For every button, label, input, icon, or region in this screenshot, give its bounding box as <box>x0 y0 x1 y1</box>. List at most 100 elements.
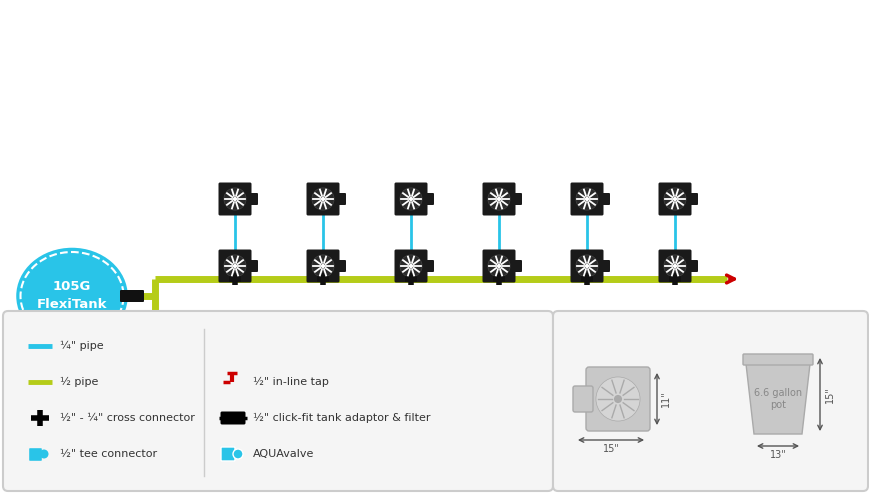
FancyBboxPatch shape <box>248 260 258 272</box>
Circle shape <box>488 188 509 210</box>
Circle shape <box>233 264 237 268</box>
FancyBboxPatch shape <box>423 340 434 352</box>
Circle shape <box>233 410 237 414</box>
FancyBboxPatch shape <box>335 406 346 418</box>
FancyBboxPatch shape <box>220 412 245 424</box>
Circle shape <box>663 255 686 277</box>
FancyBboxPatch shape <box>218 249 251 283</box>
Text: AQUAvalve: AQUAvalve <box>253 449 314 459</box>
FancyBboxPatch shape <box>482 182 515 215</box>
FancyBboxPatch shape <box>306 396 339 428</box>
Text: 105G
FlexiTank: 105G FlexiTank <box>36 281 107 312</box>
FancyBboxPatch shape <box>512 193 521 205</box>
FancyBboxPatch shape <box>306 329 339 363</box>
Circle shape <box>223 401 246 423</box>
Circle shape <box>408 197 413 201</box>
FancyBboxPatch shape <box>423 193 434 205</box>
Circle shape <box>233 197 237 201</box>
FancyBboxPatch shape <box>394 249 427 283</box>
Circle shape <box>672 197 676 201</box>
Circle shape <box>39 450 49 458</box>
Circle shape <box>575 188 597 210</box>
FancyBboxPatch shape <box>335 340 346 352</box>
Circle shape <box>496 197 501 201</box>
Text: ½" - ¼" cross connector: ½" - ¼" cross connector <box>60 413 195 423</box>
Circle shape <box>223 335 246 357</box>
FancyBboxPatch shape <box>482 396 515 428</box>
FancyBboxPatch shape <box>600 406 609 418</box>
FancyBboxPatch shape <box>570 249 603 283</box>
Circle shape <box>672 264 676 268</box>
Circle shape <box>408 344 413 348</box>
FancyBboxPatch shape <box>553 311 867 491</box>
FancyBboxPatch shape <box>306 182 339 215</box>
Circle shape <box>488 335 509 357</box>
Circle shape <box>223 255 246 277</box>
FancyBboxPatch shape <box>512 406 521 418</box>
Text: 13": 13" <box>769 450 786 460</box>
FancyBboxPatch shape <box>3 311 553 491</box>
Circle shape <box>312 335 334 357</box>
FancyBboxPatch shape <box>30 448 42 461</box>
Circle shape <box>321 410 325 414</box>
Circle shape <box>575 255 597 277</box>
FancyBboxPatch shape <box>248 340 258 352</box>
Text: ½" tee connector: ½" tee connector <box>60 449 157 459</box>
Circle shape <box>321 264 325 268</box>
Circle shape <box>223 188 246 210</box>
Circle shape <box>488 401 509 423</box>
FancyBboxPatch shape <box>394 329 427 363</box>
FancyBboxPatch shape <box>306 249 339 283</box>
Text: ½" click-fit tank adaptor & filter: ½" click-fit tank adaptor & filter <box>253 413 430 423</box>
Circle shape <box>408 410 413 414</box>
FancyBboxPatch shape <box>394 182 427 215</box>
Circle shape <box>233 449 242 459</box>
FancyBboxPatch shape <box>586 367 649 431</box>
Circle shape <box>575 401 597 423</box>
Circle shape <box>488 255 509 277</box>
Circle shape <box>496 410 501 414</box>
FancyBboxPatch shape <box>482 249 515 283</box>
FancyBboxPatch shape <box>687 340 697 352</box>
FancyBboxPatch shape <box>335 193 346 205</box>
FancyBboxPatch shape <box>335 260 346 272</box>
Circle shape <box>663 335 686 357</box>
FancyBboxPatch shape <box>423 260 434 272</box>
Circle shape <box>312 188 334 210</box>
FancyBboxPatch shape <box>225 340 240 355</box>
Circle shape <box>321 197 325 201</box>
Circle shape <box>312 401 334 423</box>
FancyBboxPatch shape <box>218 182 251 215</box>
FancyBboxPatch shape <box>658 329 691 363</box>
Circle shape <box>595 377 640 421</box>
Text: ½" in-line tap: ½" in-line tap <box>253 377 328 387</box>
Circle shape <box>233 344 237 348</box>
FancyBboxPatch shape <box>512 340 521 352</box>
FancyBboxPatch shape <box>248 193 258 205</box>
Circle shape <box>400 188 421 210</box>
Text: ¼" pipe: ¼" pipe <box>60 341 103 351</box>
Circle shape <box>584 197 588 201</box>
Circle shape <box>400 401 421 423</box>
FancyBboxPatch shape <box>573 386 593 412</box>
Circle shape <box>236 341 247 351</box>
FancyBboxPatch shape <box>218 396 251 428</box>
Circle shape <box>584 344 588 348</box>
FancyBboxPatch shape <box>658 396 691 428</box>
FancyBboxPatch shape <box>687 193 697 205</box>
Circle shape <box>321 344 325 348</box>
Text: 11": 11" <box>660 391 670 408</box>
Circle shape <box>614 395 621 403</box>
FancyBboxPatch shape <box>658 182 691 215</box>
FancyBboxPatch shape <box>600 260 609 272</box>
Circle shape <box>496 344 501 348</box>
FancyBboxPatch shape <box>120 290 144 302</box>
Text: 15": 15" <box>602 444 619 454</box>
Circle shape <box>400 255 421 277</box>
Circle shape <box>584 410 588 414</box>
FancyBboxPatch shape <box>600 193 609 205</box>
FancyBboxPatch shape <box>687 260 697 272</box>
Circle shape <box>408 264 413 268</box>
Circle shape <box>584 264 588 268</box>
FancyBboxPatch shape <box>218 329 251 363</box>
